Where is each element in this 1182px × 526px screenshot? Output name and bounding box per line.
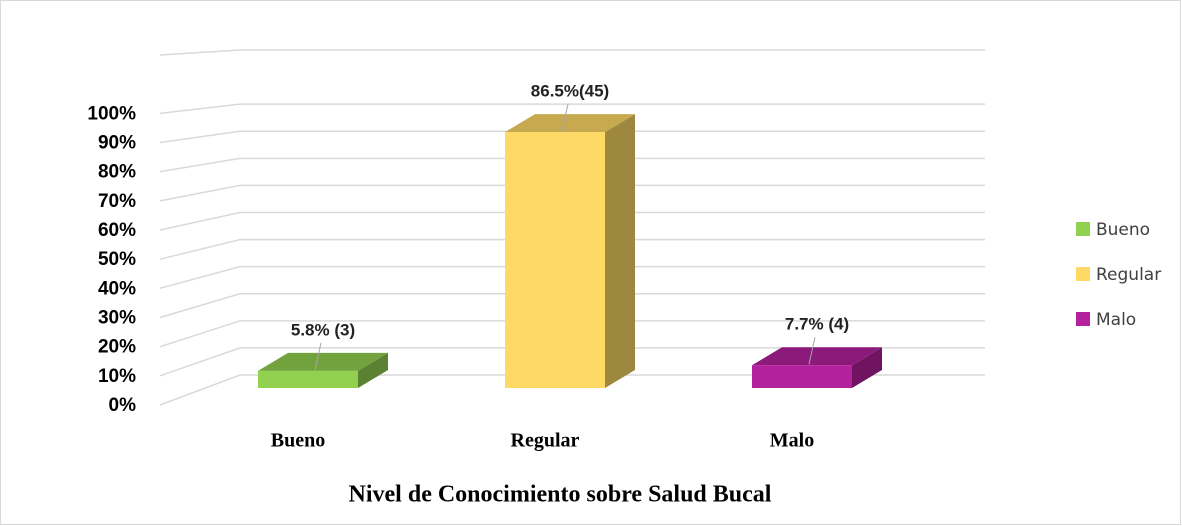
bar-top — [505, 114, 635, 133]
grid-line — [159, 157, 985, 173]
x-tick-label: Malo — [770, 430, 814, 452]
y-tick-label: 30% — [98, 308, 136, 329]
leader-line — [314, 342, 322, 370]
y-tick-label: 50% — [98, 249, 136, 270]
grid-line — [159, 238, 985, 260]
legend-label: Bueno — [1096, 220, 1150, 240]
y-tick-label: 40% — [98, 278, 136, 299]
bar-side — [358, 352, 388, 388]
legend-swatch — [1076, 312, 1090, 326]
grid-line — [159, 103, 985, 115]
leader-line — [561, 103, 569, 132]
grid-line — [159, 265, 985, 290]
leader-line — [808, 337, 816, 365]
data-label: 86.5%(45) — [531, 82, 609, 101]
data-label: 7.7% (4) — [785, 315, 849, 334]
bar-top — [258, 352, 388, 371]
bar — [752, 365, 852, 388]
y-tick-label: 80% — [98, 162, 136, 183]
wall-edge — [159, 49, 985, 56]
legend-swatch — [1076, 267, 1090, 281]
bar-top — [752, 347, 882, 366]
grid-line — [159, 320, 985, 348]
x-tick-label: Bueno — [271, 430, 325, 452]
bar — [505, 132, 605, 388]
grid-line — [159, 347, 985, 377]
legend-label: Malo — [1096, 310, 1136, 330]
x-axis-label: Nivel de Conocimiento sobre Salud Bucal — [349, 482, 772, 508]
y-tick-label: 90% — [98, 133, 136, 154]
y-tick-label: 100% — [87, 103, 136, 124]
x-tick-label: Regular — [511, 430, 580, 452]
y-tick-label: 10% — [98, 366, 136, 387]
y-tick-label: 0% — [109, 395, 137, 416]
grid-line — [159, 184, 985, 202]
y-tick-label: 20% — [98, 337, 136, 358]
grid-line — [159, 130, 985, 144]
bar-side — [605, 114, 635, 389]
grid-line — [159, 374, 985, 406]
grid-line — [159, 211, 985, 231]
legend-swatch — [1076, 222, 1090, 236]
y-tick-label: 60% — [98, 220, 136, 241]
grid-line — [159, 293, 985, 319]
legend-label: Regular — [1096, 265, 1161, 285]
bar-side — [852, 347, 882, 388]
bar — [258, 370, 358, 388]
y-tick-label: 70% — [98, 191, 136, 212]
data-label: 5.8% (3) — [291, 320, 355, 339]
